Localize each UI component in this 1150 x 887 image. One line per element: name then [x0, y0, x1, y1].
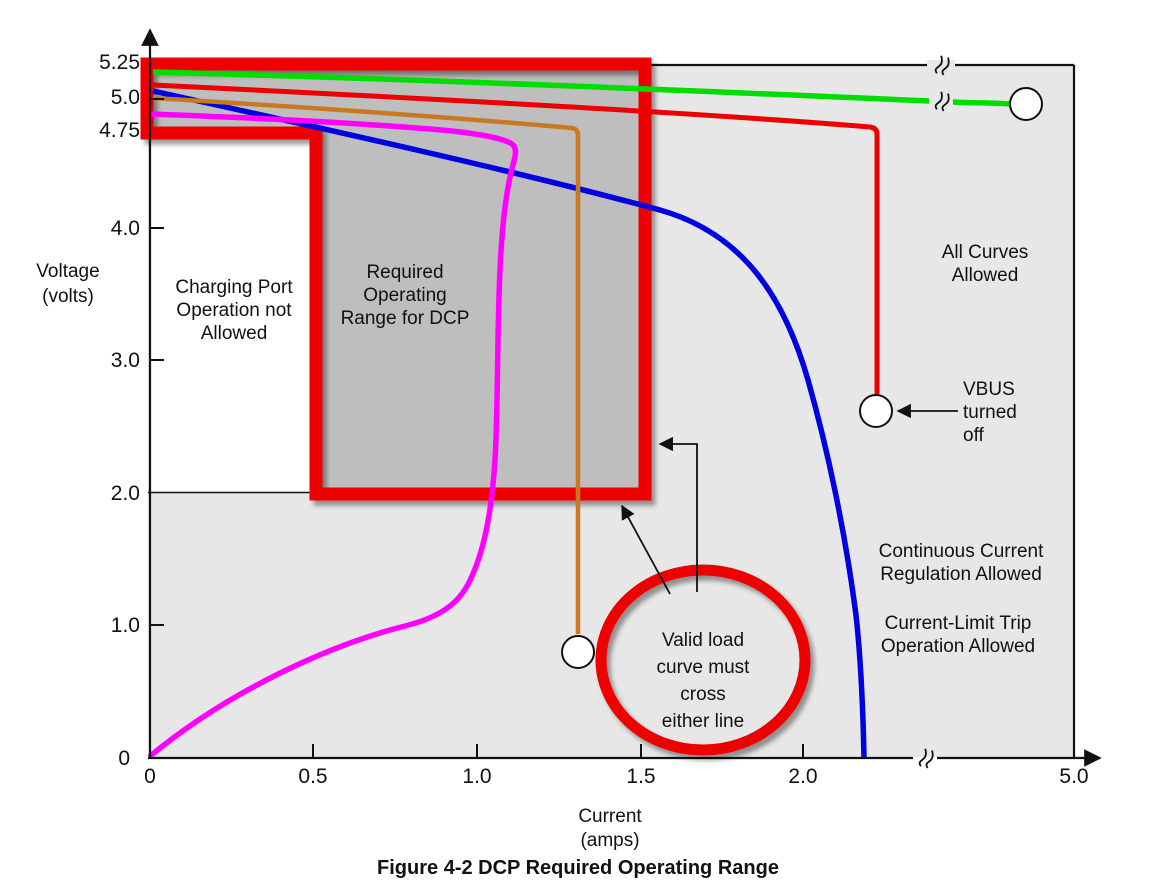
annotation-line: Operation Allowed — [881, 636, 1035, 657]
annotation-line: cross — [680, 684, 725, 705]
y-tick-label-1-0: 1.0 — [111, 614, 140, 637]
y-axis-title-line2: (volts) — [42, 286, 94, 307]
continuous-current-annotation: Continuous Current Regulation Allowed — [879, 541, 1044, 585]
green-max-vbus-curve — [152, 69, 931, 104]
valid-load-leader-arrow-upper — [658, 436, 698, 592]
orange-curve-end-circle — [561, 635, 595, 669]
green-curve-axis-break — [929, 90, 953, 113]
annotation-line: Required — [366, 262, 443, 283]
y-tick-label-5-25: 5.25 — [99, 51, 140, 74]
axis-ticks — [150, 98, 804, 758]
x-tick-label-1-5: 1.5 — [626, 765, 655, 788]
figure-caption: Figure 4-2 DCP Required Operating Range — [377, 857, 779, 879]
y-tick-label-2-0: 2.0 — [111, 482, 140, 505]
magenta-load-curve — [147, 111, 519, 760]
annotation-line: Operation not — [176, 300, 292, 321]
y-tick-label-4-0: 4.0 — [111, 217, 140, 240]
valid-load-annotation: Valid load curve must cross either line — [657, 630, 751, 732]
annotation-line: turned — [963, 402, 1017, 423]
current-limit-annotation: Current-Limit Trip Operation Allowed — [881, 613, 1035, 657]
annotation-line: Range for DCP — [341, 308, 470, 329]
y-axis-title-line1: Voltage — [36, 261, 99, 282]
annotation-line: off — [963, 425, 985, 446]
x-axis-title-line2: (amps) — [580, 830, 639, 851]
x-tick-label-0: 0 — [144, 765, 156, 788]
required-range-annotation: Required Operating Range for DCP — [341, 262, 470, 329]
x-tick-label-0-5: 0.5 — [298, 765, 327, 788]
annotation-line: VBUS — [963, 379, 1015, 400]
x-axis-title-line1: Current — [578, 806, 642, 827]
x-tick-label-1-0: 1.0 — [462, 765, 491, 788]
blue-continuous-regulation-curve — [152, 88, 867, 758]
vbus-off-annotation: VBUS turned off — [963, 379, 1017, 446]
x-axis-break — [913, 747, 937, 770]
annotation-line: Operating — [363, 285, 446, 306]
annotation-line: All Curves — [942, 242, 1029, 263]
break-cover — [913, 757, 937, 766]
annotation-line: Allowed — [952, 265, 1019, 286]
red-vbus-turn-off-curve — [152, 82, 880, 394]
vbus-off-circle — [859, 394, 893, 428]
y-tick-label-4-75: 4.75 — [99, 119, 140, 142]
annotation-line: Continuous Current — [879, 541, 1044, 562]
charging-port-not-allowed-region — [151, 139, 317, 492]
x-tick-label-5-0: 5.0 — [1059, 765, 1088, 788]
x-tick-label-2-0: 2.0 — [788, 765, 817, 788]
annotation-line: Valid load — [662, 630, 744, 651]
all-curves-annotation: All Curves Allowed — [942, 242, 1029, 286]
annotation-line: curve must — [657, 657, 751, 678]
charging-port-annotation: Charging Port Operation not Allowed — [175, 277, 293, 344]
y-tick-label-0: 0 — [118, 747, 130, 770]
valid-load-callout-ellipse — [595, 564, 811, 756]
green-curve-end-circle — [1009, 87, 1043, 121]
annotation-line: Allowed — [201, 323, 268, 344]
valid-load-leader-arrow-lower — [621, 504, 671, 595]
y-tick-label-3-0: 3.0 — [111, 349, 140, 372]
annotation-line: Regulation Allowed — [880, 564, 1042, 585]
annotation-line: either line — [662, 711, 744, 732]
y-tick-label-5-0: 5.0 — [111, 86, 140, 109]
annotation-line: Current-Limit Trip — [885, 613, 1032, 634]
top-border-axis-break — [927, 52, 955, 77]
orange-current-limit-trip-curve — [152, 95, 581, 634]
green-max-vbus-curve-after-break — [951, 99, 1011, 107]
required-range-red-boundary — [140, 57, 652, 501]
annotation-line: Charging Port — [175, 277, 293, 298]
break-cover — [913, 749, 937, 757]
